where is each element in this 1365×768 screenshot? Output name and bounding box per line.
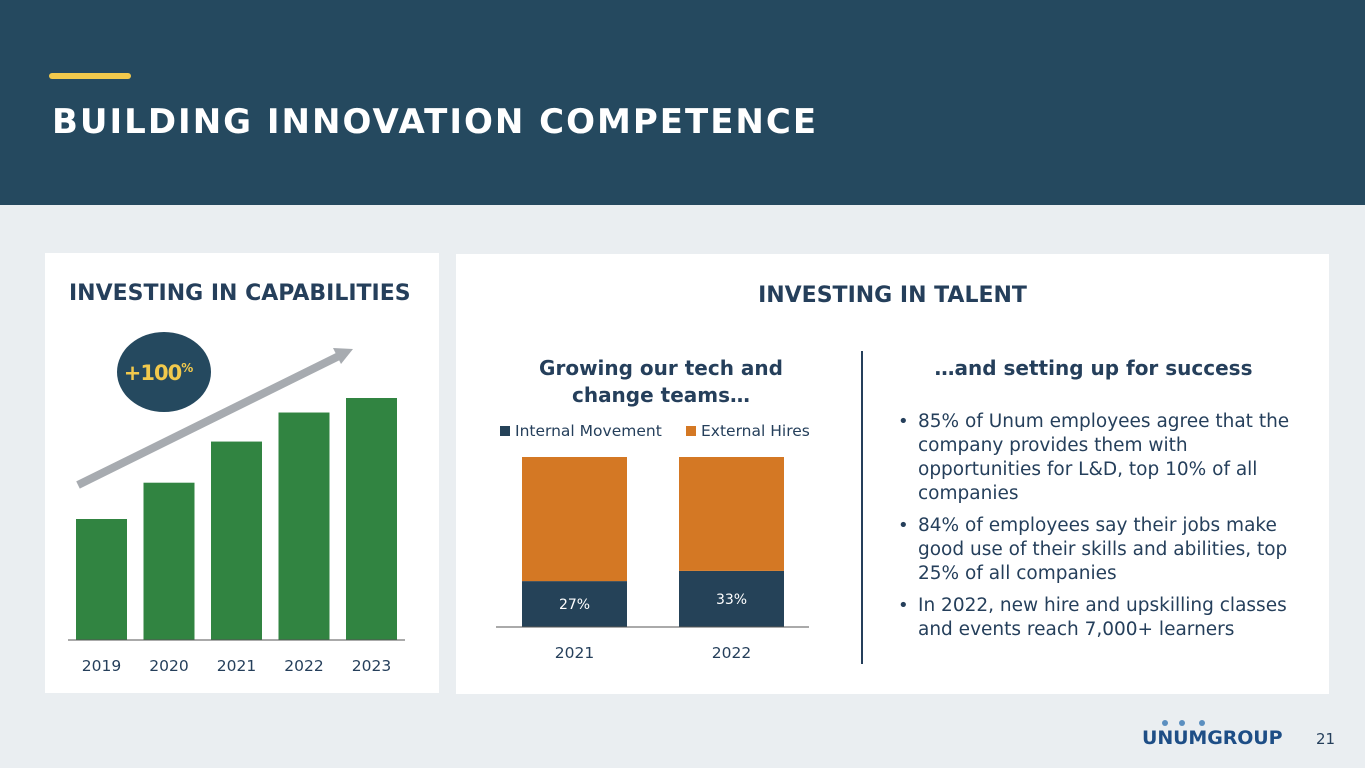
capabilities-card: INVESTING IN CAPABILITIES +100% 2019 2020… xyxy=(45,253,439,693)
capability-bar-2022 xyxy=(278,412,330,640)
capabilities-chart: +100% 2019 2020 2021 2022 2023 xyxy=(68,332,405,675)
legend-swatch xyxy=(500,426,510,436)
bullet-item: • In 2022, new hire and upskilling classe… xyxy=(896,594,1296,642)
talent-data-label: 27% xyxy=(559,597,590,613)
chart-heading: Growing our tech and change teams… xyxy=(539,356,783,407)
section-divider xyxy=(861,351,863,664)
header-banner: BUILDING INNOVATION COMPETENCE xyxy=(0,0,1365,205)
capability-tick-label: 2023 xyxy=(352,657,391,675)
svg-text:UNUMGROUP: UNUMGROUP xyxy=(1142,727,1283,748)
bullet-item: • 85% of Unum employees agree that the co… xyxy=(896,410,1296,506)
unum-group-logo: UNUMGROUP xyxy=(1142,720,1283,748)
talent-card: INVESTING IN TALENT Growing our tech and… xyxy=(456,254,1329,694)
talent-bar-2021-internal xyxy=(522,581,627,627)
legend-swatch xyxy=(686,426,696,436)
bullet-dot: • xyxy=(898,595,909,616)
talent-data-label: 33% xyxy=(716,592,747,608)
legend-label: External Hires xyxy=(701,422,810,440)
page-number: 21 xyxy=(1316,730,1336,748)
talent-bar-2022-external xyxy=(679,457,784,571)
legend-label: Internal Movement xyxy=(515,422,662,440)
bullet-dot: • xyxy=(898,515,909,536)
capability-bar-2019 xyxy=(76,519,127,640)
success-heading: …and setting up for success xyxy=(934,356,1253,380)
growth-badge-value: +100 xyxy=(124,361,182,385)
trend-arrow xyxy=(76,350,345,489)
trend-arrow-head xyxy=(333,348,353,364)
growth-badge-text: +100% xyxy=(124,361,193,385)
capability-bar-2021 xyxy=(211,441,262,640)
growth-badge-percent: % xyxy=(181,361,193,375)
accent-bar xyxy=(49,73,131,79)
bullet-text: 84% of employees say their jobs make goo… xyxy=(918,515,1288,584)
capability-tick-label: 2022 xyxy=(284,657,323,675)
success-bullets: • 85% of Unum employees agree that the co… xyxy=(896,410,1296,650)
talent-bar-2021-external xyxy=(522,457,627,582)
capability-bar-2023 xyxy=(346,398,397,640)
bullet-dot: • xyxy=(898,411,909,432)
bullet-text: In 2022, new hire and upskilling classes… xyxy=(918,595,1287,640)
growth-badge xyxy=(117,332,211,412)
talent-chart: 27% 2021 33% 2022 Internal Movement External … xyxy=(496,422,810,662)
page-title: BUILDING INNOVATION COMPETENCE xyxy=(52,102,819,142)
talent-tick-label: 2022 xyxy=(712,644,751,662)
capability-bar-2020 xyxy=(143,482,195,640)
talent-bar-2022-internal xyxy=(679,570,784,627)
capability-tick-label: 2019 xyxy=(82,657,121,675)
talent-tick-label: 2021 xyxy=(555,644,594,662)
capability-tick-label: 2021 xyxy=(217,657,256,675)
talent-heading: INVESTING IN TALENT xyxy=(758,283,1027,308)
capability-tick-label: 2020 xyxy=(149,657,188,675)
capabilities-heading: INVESTING IN CAPABILITIES xyxy=(69,281,411,306)
bullet-text: 85% of Unum employees agree that the com… xyxy=(918,411,1290,504)
bullet-item: • 84% of employees say their jobs make go… xyxy=(896,514,1296,586)
